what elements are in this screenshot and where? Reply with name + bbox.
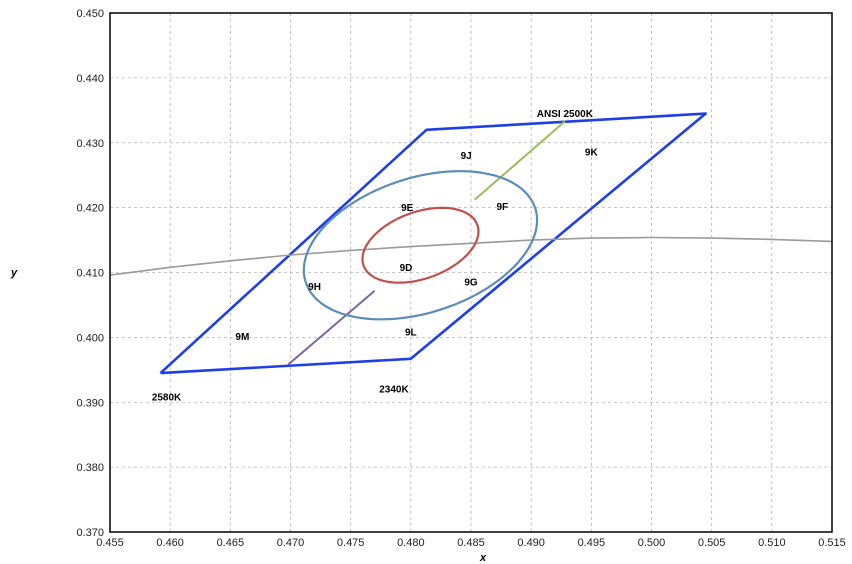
y-tick-label: 0.370: [76, 527, 104, 539]
x-tick-label: 0.455: [96, 537, 124, 549]
y-axis-title: y: [10, 267, 18, 279]
plot-frame: [109, 12, 833, 533]
bin-label: 9F: [496, 202, 508, 213]
data-layer: [109, 112, 833, 375]
tick-layer: 0.455 0.460 0.465 0.470 0.475 0.480 0.485 0.490…: [76, 8, 845, 549]
isotherm-upper-line: [473, 120, 566, 201]
y-tick-label: 0.410: [76, 268, 104, 280]
bin-label: 9G: [464, 277, 478, 288]
bin-label: 9M: [235, 332, 249, 343]
y-tick-label: 0.450: [76, 8, 104, 20]
cct-label: 2340K: [379, 385, 409, 396]
x-tick-label: 0.515: [818, 537, 846, 549]
x-tick-label: 0.490: [517, 537, 545, 549]
bin-label: 9J: [461, 151, 472, 162]
x-tick-label: 0.470: [277, 537, 305, 549]
bin-label: 9K: [585, 148, 599, 159]
y-tick-label: 0.420: [76, 203, 104, 215]
grid-layer: [110, 13, 832, 532]
y-tick-label: 0.430: [76, 138, 104, 150]
x-tick-label: 0.475: [337, 537, 365, 549]
x-tick-label: 0.460: [156, 537, 184, 549]
outer-ellipse-line: [302, 170, 539, 321]
y-tick-label: 0.440: [76, 73, 104, 85]
bin-label: 9L: [405, 327, 417, 338]
isotherm-lower-line: [287, 289, 376, 366]
x-tick-label: 0.500: [638, 537, 666, 549]
x-tick-label: 0.495: [578, 537, 606, 549]
y-tick-label: 0.400: [76, 332, 104, 344]
inner-ellipse-line: [361, 206, 480, 284]
bin-label: 9H: [308, 282, 321, 293]
label-layer: 9J 9K 9E 9F 9D 9H 9G 9M 9L ANSI 2500K 2580K 2340K: [152, 109, 599, 404]
x-tick-label: 0.485: [457, 537, 485, 549]
y-tick-label: 0.380: [76, 462, 104, 474]
cct-label: ANSI 2500K: [537, 109, 594, 120]
quadrangle-outline: [159, 112, 707, 375]
x-axis-title: x: [479, 552, 487, 564]
planckian-locus-line: [109, 236, 833, 276]
bin-label: 9E: [401, 203, 414, 214]
x-tick-label: 0.505: [698, 537, 726, 549]
x-tick-label: 0.480: [397, 537, 425, 549]
bin-label: 9D: [400, 263, 413, 274]
x-tick-label: 0.510: [758, 537, 786, 549]
cct-label: 2580K: [152, 392, 182, 403]
x-tick-label: 0.465: [217, 537, 245, 549]
y-tick-label: 0.390: [76, 397, 104, 409]
